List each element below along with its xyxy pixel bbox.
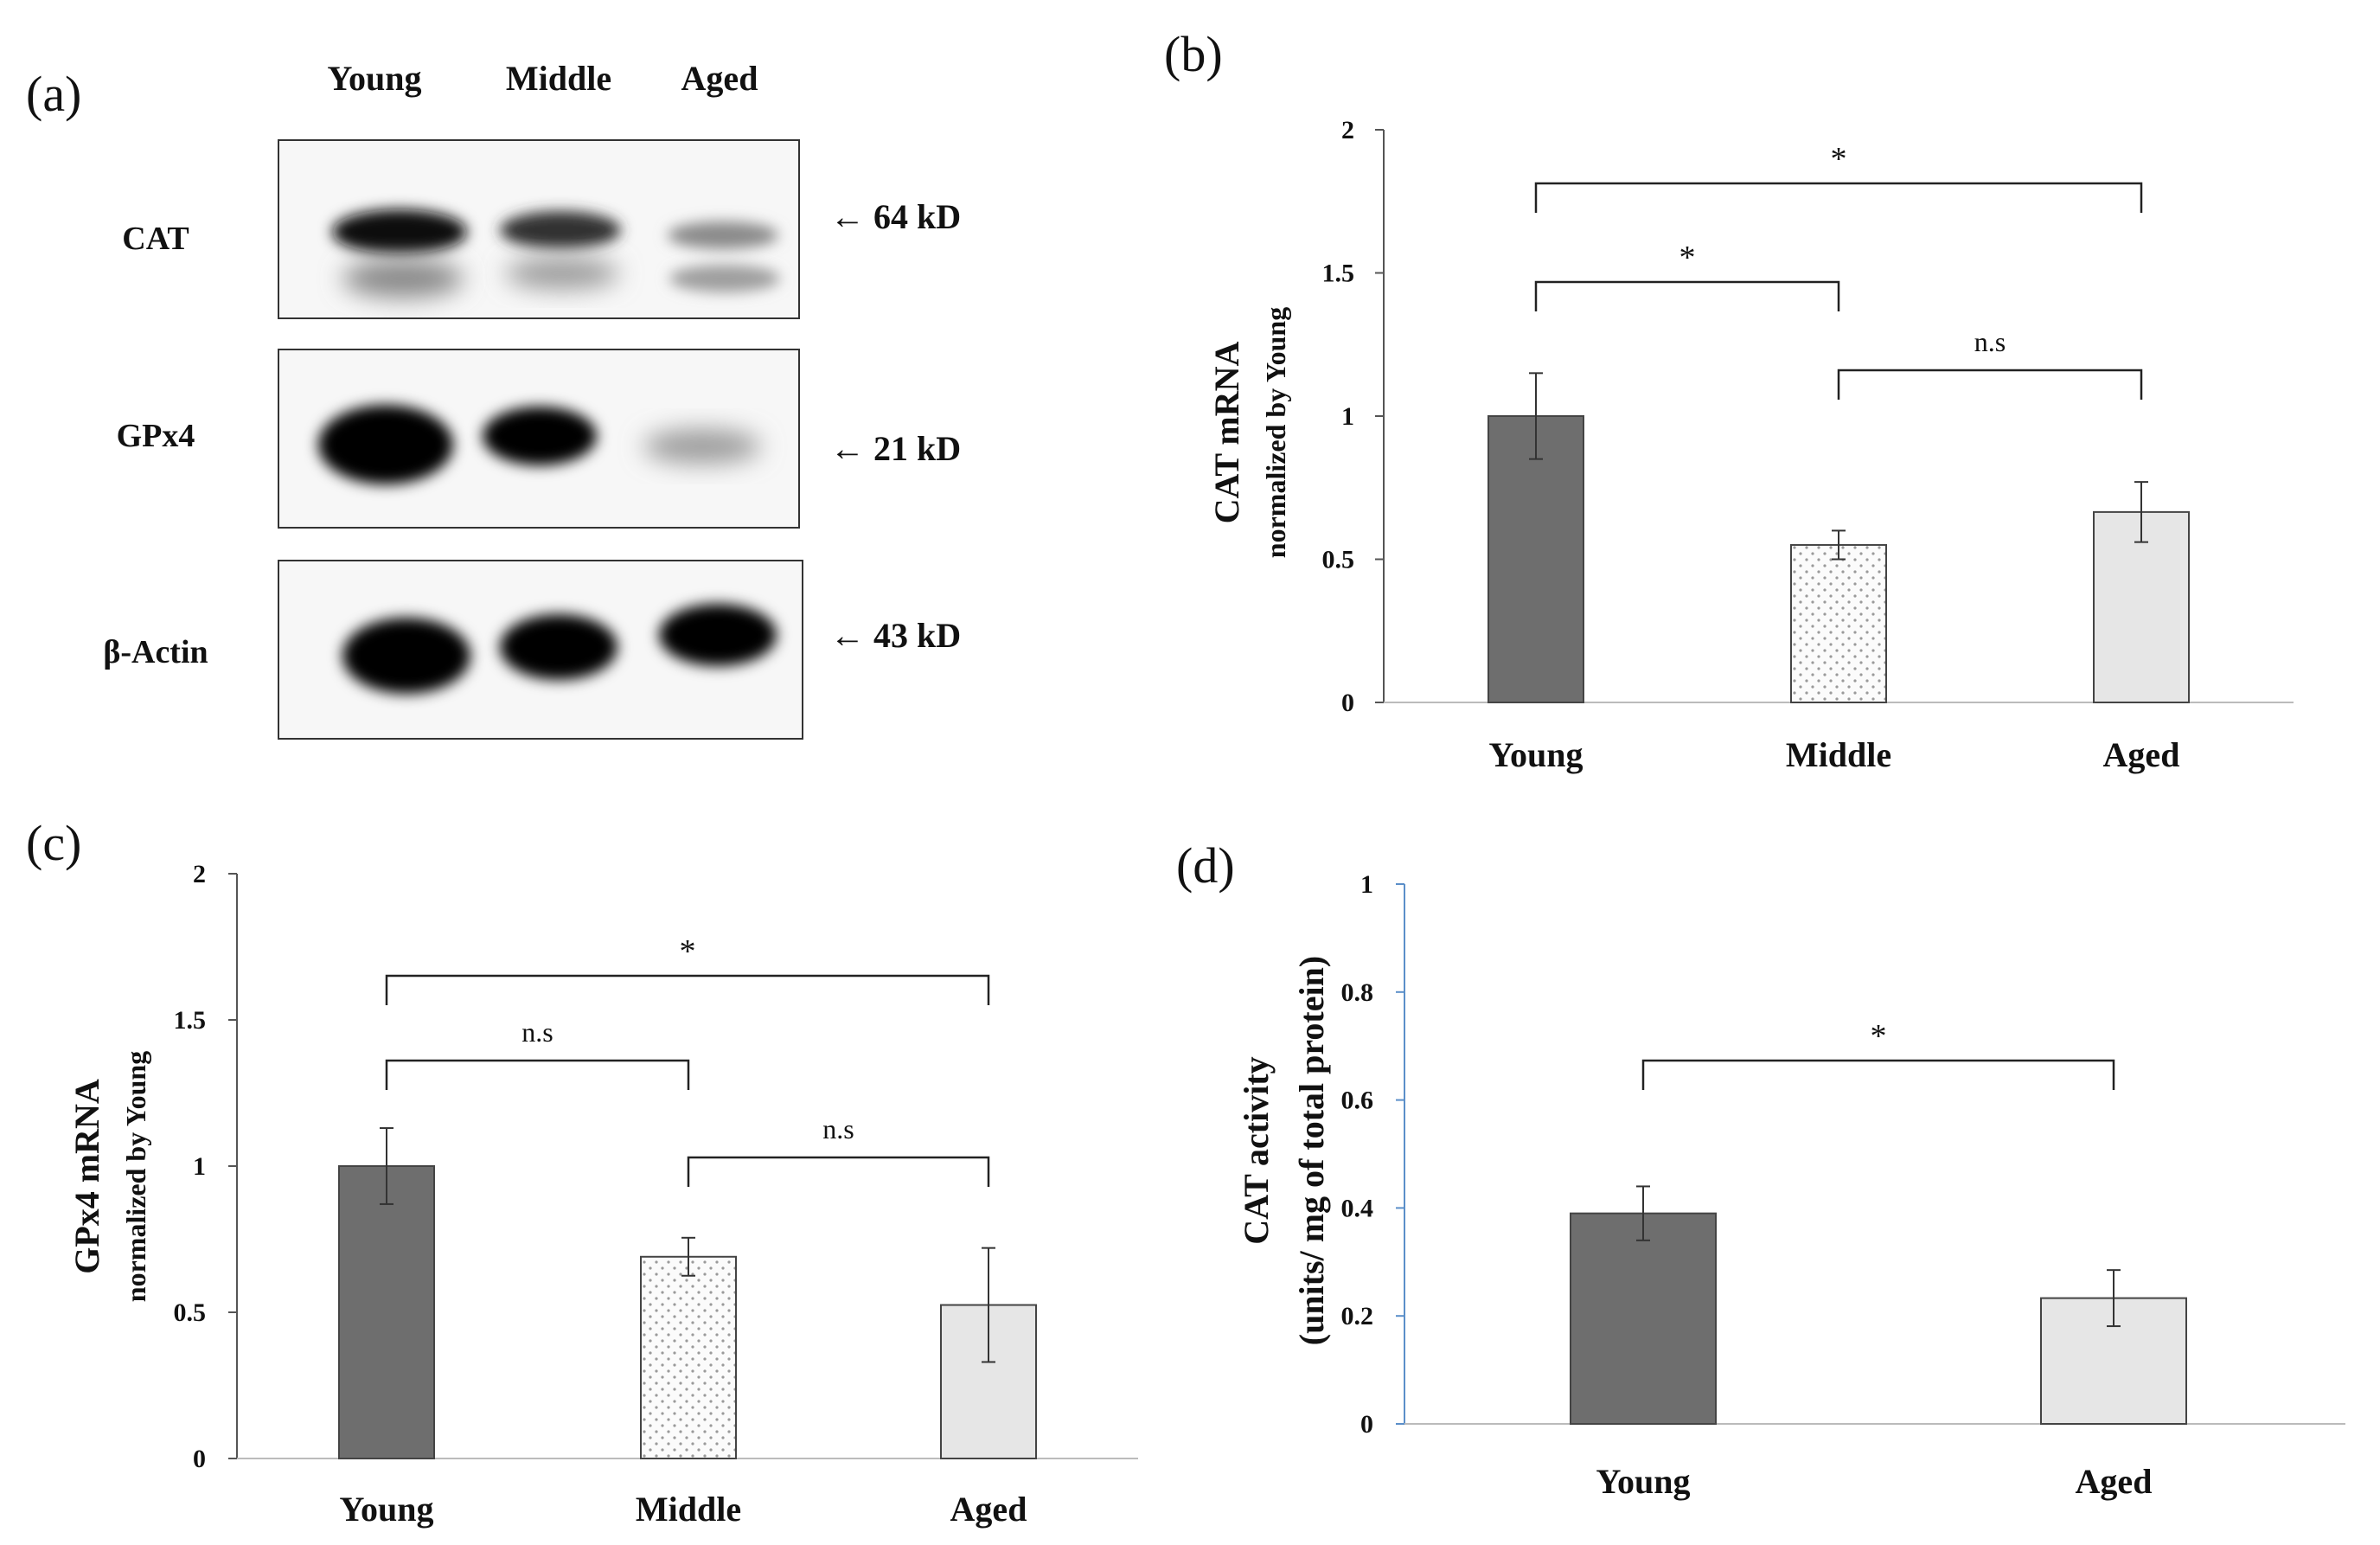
significance-label: n.s bbox=[521, 1016, 553, 1048]
y-tick-label: 0.8 bbox=[1341, 978, 1374, 1007]
panel-c-label: (c) bbox=[26, 815, 81, 871]
y-axis-subtitle: normalized by Young bbox=[120, 1051, 151, 1302]
bar-young bbox=[338, 1165, 435, 1459]
significance-label: * bbox=[1871, 1018, 1887, 1055]
category-label: Young bbox=[1489, 735, 1583, 774]
category-label: Middle bbox=[636, 1490, 741, 1529]
chart-b: 0 0.5 1 1.5 2 Young Middle Aged * * n.s CAT mRNA nor… bbox=[1207, 116, 2294, 774]
panel-b-label: (b) bbox=[1164, 26, 1223, 82]
lane-young-label: Young bbox=[328, 59, 422, 98]
category-label: Young bbox=[340, 1490, 434, 1529]
y-tick-label: 0.5 bbox=[174, 1298, 207, 1327]
y-tick-label: 2 bbox=[193, 860, 206, 888]
chart-d: 0 0.2 0.4 0.6 0.8 1 Young Aged * CAT activity (uni… bbox=[1237, 870, 2345, 1501]
y-tick-label: 1.5 bbox=[174, 1006, 207, 1035]
y-axis-title: CAT activity bbox=[1237, 1056, 1276, 1244]
category-label: Aged bbox=[950, 1490, 1027, 1529]
y-tick-label: 0 bbox=[193, 1445, 206, 1473]
category-label: Young bbox=[1596, 1462, 1691, 1501]
blot-row-gpx4-size: ← 21 kD bbox=[830, 429, 961, 468]
y-axis-title: CAT mRNA bbox=[1207, 342, 1246, 524]
y-tick-label: 0.6 bbox=[1341, 1087, 1374, 1115]
y-tick-label: 0 bbox=[1341, 689, 1354, 717]
significance-label: * bbox=[680, 933, 696, 970]
significance-bracket bbox=[1534, 182, 2143, 213]
blot-row-actin-size: ← 43 kD bbox=[830, 616, 961, 655]
blot-gpx4-bands bbox=[318, 405, 761, 484]
blot-row-gpx4-label: GPx4 bbox=[117, 418, 195, 454]
y-axis-title: GPx4 mRNA bbox=[67, 1079, 106, 1274]
blot-gpx4 bbox=[278, 349, 800, 529]
y-tick-label: 1 bbox=[193, 1152, 206, 1181]
lane-middle-label: Middle bbox=[506, 59, 611, 98]
blot-row-cat-label: CAT bbox=[122, 221, 189, 257]
blot-actin bbox=[278, 560, 803, 740]
blot-actin-bands bbox=[342, 604, 777, 694]
panel-c: (c) 0 0.5 1 1.5 2 Young Middle Aged * n.s n.s GPx4 … bbox=[26, 815, 1138, 1529]
y-axis-subtitle: (units/ mg of total protein) bbox=[1292, 956, 1331, 1345]
panel-a: (a) Young Middle Aged CAT ← 64 kD bbox=[26, 59, 961, 740]
y-tick-label: 0.4 bbox=[1341, 1194, 1374, 1222]
y-tick-label: 1 bbox=[1341, 402, 1354, 431]
blot-cat bbox=[278, 139, 800, 319]
y-tick-label: 1 bbox=[1360, 870, 1373, 899]
significance-bracket bbox=[1534, 280, 1840, 311]
y-tick-label: 2 bbox=[1341, 116, 1354, 144]
category-label: Middle bbox=[1786, 735, 1891, 774]
y-tick-label: 0 bbox=[1360, 1410, 1373, 1439]
bar-aged bbox=[2093, 510, 2190, 704]
blot-row-actin-label: β-Actin bbox=[103, 634, 208, 670]
chart-c: 0 0.5 1 1.5 2 Young Middle Aged * n.s n.s GPx4 mRNA… bbox=[67, 860, 1138, 1529]
significance-bracket bbox=[385, 974, 990, 1005]
bar-middle bbox=[640, 1255, 737, 1460]
panel-b: (b) 0 0.5 1 1.5 2 Young Middle Aged * * n.s CAT mRN… bbox=[1164, 26, 2294, 774]
bar-young bbox=[1570, 1212, 1717, 1426]
significance-bracket bbox=[1641, 1059, 2115, 1090]
y-tick-label: 0.2 bbox=[1341, 1302, 1374, 1330]
significance-bracket bbox=[1837, 369, 2143, 400]
category-label: Aged bbox=[2103, 735, 2180, 774]
significance-label: * bbox=[1831, 141, 1847, 177]
y-tick-label: 1.5 bbox=[1322, 260, 1355, 288]
y-tick-label: 0.5 bbox=[1322, 546, 1355, 574]
bar-middle bbox=[1790, 543, 1887, 704]
category-label: Aged bbox=[2076, 1462, 2153, 1501]
significance-bracket bbox=[687, 1156, 990, 1187]
lane-aged-label: Aged bbox=[681, 59, 758, 98]
significance-bracket bbox=[385, 1059, 690, 1090]
panel-d: (d) 0 0.2 0.4 0.6 0.8 1 Young Aged * CAT activity… bbox=[1176, 837, 2345, 1501]
panel-d-label: (d) bbox=[1176, 837, 1235, 894]
panel-a-label: (a) bbox=[26, 66, 81, 122]
significance-label: n.s bbox=[822, 1113, 854, 1144]
significance-label: * bbox=[1679, 240, 1696, 276]
blot-cat-bands bbox=[332, 209, 780, 298]
bar-young bbox=[1488, 415, 1584, 703]
blot-row-cat-size: ← 64 kD bbox=[830, 197, 961, 236]
y-axis-subtitle: normalized by Young bbox=[1260, 307, 1291, 558]
significance-label: n.s bbox=[1974, 326, 2006, 357]
